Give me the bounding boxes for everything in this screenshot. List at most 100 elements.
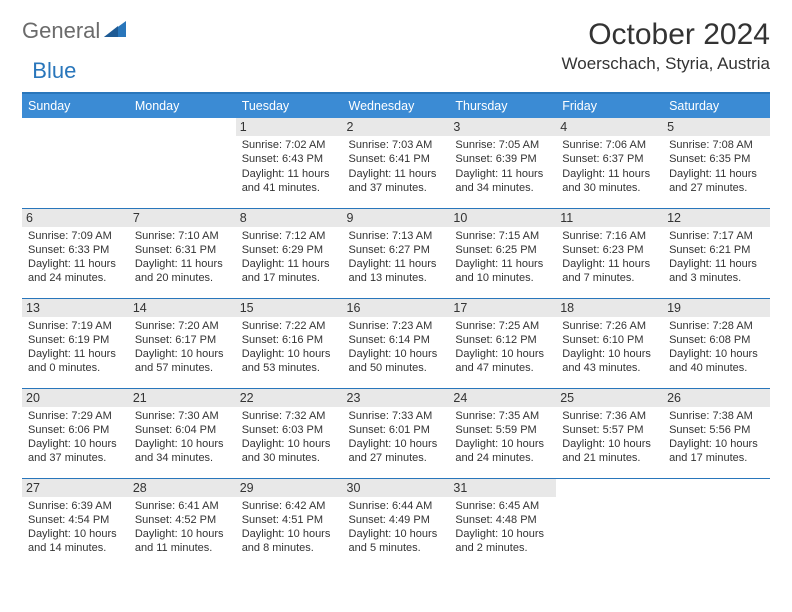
calendar-cell [129,118,236,208]
weekday-header: Monday [129,93,236,118]
day-details: Sunrise: 7:29 AMSunset: 6:06 PMDaylight:… [28,409,123,466]
logo-text-blue: Blue [32,58,76,84]
day-details: Sunrise: 7:26 AMSunset: 6:10 PMDaylight:… [562,319,657,376]
calendar-cell [556,478,663,568]
day-number: 6 [22,209,129,227]
day-number: 29 [236,479,343,497]
calendar-cell: 30 Sunrise: 6:44 AMSunset: 4:49 PMDayligh… [343,478,450,568]
calendar-cell: 23 Sunrise: 7:33 AMSunset: 6:01 PMDayligh… [343,388,450,478]
day-number: 16 [343,299,450,317]
day-details: Sunrise: 7:19 AMSunset: 6:19 PMDaylight:… [28,319,123,376]
calendar-cell: 8 Sunrise: 7:12 AMSunset: 6:29 PMDaylight… [236,208,343,298]
calendar-cell: 20 Sunrise: 7:29 AMSunset: 6:06 PMDayligh… [22,388,129,478]
calendar-cell: 2 Sunrise: 7:03 AMSunset: 6:41 PMDaylight… [343,118,450,208]
day-details: Sunrise: 7:23 AMSunset: 6:14 PMDaylight:… [349,319,444,376]
day-details: Sunrise: 7:17 AMSunset: 6:21 PMDaylight:… [669,229,764,286]
day-details: Sunrise: 7:36 AMSunset: 5:57 PMDaylight:… [562,409,657,466]
calendar-cell: 27 Sunrise: 6:39 AMSunset: 4:54 PMDayligh… [22,478,129,568]
day-number: 14 [129,299,236,317]
calendar-cell: 22 Sunrise: 7:32 AMSunset: 6:03 PMDayligh… [236,388,343,478]
day-number: 13 [22,299,129,317]
day-number: 23 [343,389,450,407]
day-number: 3 [449,118,556,136]
calendar-cell [22,118,129,208]
day-details: Sunrise: 7:32 AMSunset: 6:03 PMDaylight:… [242,409,337,466]
calendar-cell: 13 Sunrise: 7:19 AMSunset: 6:19 PMDayligh… [22,298,129,388]
day-number: 27 [22,479,129,497]
day-number: 2 [343,118,450,136]
day-number: 4 [556,118,663,136]
weekday-header-row: Sunday Monday Tuesday Wednesday Thursday… [22,93,770,118]
calendar-cell: 7Sunrise: 7:10 AMSunset: 6:31 PMDaylight… [129,208,236,298]
calendar-cell: 18 Sunrise: 7:26 AMSunset: 6:10 PMDayligh… [556,298,663,388]
day-number: 5 [663,118,770,136]
day-details: Sunrise: 7:06 AMSunset: 6:37 PMDaylight:… [562,138,657,195]
location: Woerschach, Styria, Austria [562,54,771,74]
calendar-cell: 24Sunrise: 7:35 AMSunset: 5:59 PMDayligh… [449,388,556,478]
month-title: October 2024 [562,18,771,52]
calendar-cell: 5 Sunrise: 7:08 AMSunset: 6:35 PMDaylight… [663,118,770,208]
day-number: 31 [449,479,556,497]
day-number: 8 [236,209,343,227]
logo-triangle-icon [104,20,126,43]
day-number: 10 [449,209,556,227]
calendar-cell: 10 Sunrise: 7:15 AMSunset: 6:25 PMDayligh… [449,208,556,298]
day-number: 30 [343,479,450,497]
weekday-header: Saturday [663,93,770,118]
weekday-header: Tuesday [236,93,343,118]
day-details: Sunrise: 6:44 AMSunset: 4:49 PMDaylight:… [349,499,444,556]
day-number: 18 [556,299,663,317]
calendar-cell: 4 Sunrise: 7:06 AMSunset: 6:37 PMDaylight… [556,118,663,208]
day-details: Sunrise: 6:41 AMSunset: 4:52 PMDaylight:… [135,499,230,556]
logo-text-general: General [22,18,100,44]
day-details: Sunrise: 7:28 AMSunset: 6:08 PMDaylight:… [669,319,764,376]
day-details: Sunrise: 7:38 AMSunset: 5:56 PMDaylight:… [669,409,764,466]
title-area: October 2024 Woerschach, Styria, Austria [562,18,771,74]
day-number: 15 [236,299,343,317]
day-details: Sunrise: 7:15 AMSunset: 6:25 PMDaylight:… [455,229,550,286]
calendar-cell: 1 Sunrise: 7:02 AMSunset: 6:43 PMDaylight… [236,118,343,208]
calendar-cell: 26Sunrise: 7:38 AMSunset: 5:56 PMDayligh… [663,388,770,478]
calendar-cell: 12Sunrise: 7:17 AMSunset: 6:21 PMDayligh… [663,208,770,298]
weekday-header: Sunday [22,93,129,118]
calendar-cell: 9Sunrise: 7:13 AMSunset: 6:27 PMDaylight… [343,208,450,298]
day-number: 28 [129,479,236,497]
calendar-cell: 6 Sunrise: 7:09 AMSunset: 6:33 PMDaylight… [22,208,129,298]
day-details: Sunrise: 7:25 AMSunset: 6:12 PMDaylight:… [455,319,550,376]
calendar-cell: 15 Sunrise: 7:22 AMSunset: 6:16 PMDayligh… [236,298,343,388]
day-details: Sunrise: 7:10 AMSunset: 6:31 PMDaylight:… [135,229,230,286]
day-details: Sunrise: 7:12 AMSunset: 6:29 PMDaylight:… [242,229,337,286]
day-details: Sunrise: 6:42 AMSunset: 4:51 PMDaylight:… [242,499,337,556]
calendar-table: Sunday Monday Tuesday Wednesday Thursday… [22,92,770,568]
calendar-cell: 16 Sunrise: 7:23 AMSunset: 6:14 PMDayligh… [343,298,450,388]
day-details: Sunrise: 7:33 AMSunset: 6:01 PMDaylight:… [349,409,444,466]
day-details: Sunrise: 7:22 AMSunset: 6:16 PMDaylight:… [242,319,337,376]
day-details: Sunrise: 7:35 AMSunset: 5:59 PMDaylight:… [455,409,550,466]
calendar-cell: 17 Sunrise: 7:25 AMSunset: 6:12 PMDayligh… [449,298,556,388]
calendar-cell: 29 Sunrise: 6:42 AMSunset: 4:51 PMDayligh… [236,478,343,568]
day-number: 19 [663,299,770,317]
day-number: 21 [129,389,236,407]
calendar-cell: 14Sunrise: 7:20 AMSunset: 6:17 PMDayligh… [129,298,236,388]
day-number: 22 [236,389,343,407]
day-details: Sunrise: 7:02 AMSunset: 6:43 PMDaylight:… [242,138,337,195]
day-details: Sunrise: 7:13 AMSunset: 6:27 PMDaylight:… [349,229,444,286]
calendar-row: 1 Sunrise: 7:02 AMSunset: 6:43 PMDaylight… [22,118,770,208]
day-details: Sunrise: 7:03 AMSunset: 6:41 PMDaylight:… [349,138,444,195]
day-details: Sunrise: 6:45 AMSunset: 4:48 PMDaylight:… [455,499,550,556]
day-details: Sunrise: 7:16 AMSunset: 6:23 PMDaylight:… [562,229,657,286]
calendar-cell: 11 Sunrise: 7:16 AMSunset: 6:23 PMDayligh… [556,208,663,298]
weekday-header: Thursday [449,93,556,118]
day-details: Sunrise: 7:08 AMSunset: 6:35 PMDaylight:… [669,138,764,195]
calendar-row: 6 Sunrise: 7:09 AMSunset: 6:33 PMDaylight… [22,208,770,298]
day-number: 17 [449,299,556,317]
weekday-header: Wednesday [343,93,450,118]
day-number: 25 [556,389,663,407]
day-details: Sunrise: 6:39 AMSunset: 4:54 PMDaylight:… [28,499,123,556]
day-details: Sunrise: 7:09 AMSunset: 6:33 PMDaylight:… [28,229,123,286]
calendar-cell: 25 Sunrise: 7:36 AMSunset: 5:57 PMDayligh… [556,388,663,478]
day-number: 20 [22,389,129,407]
day-number: 11 [556,209,663,227]
day-number: 1 [236,118,343,136]
logo: General [22,18,128,44]
